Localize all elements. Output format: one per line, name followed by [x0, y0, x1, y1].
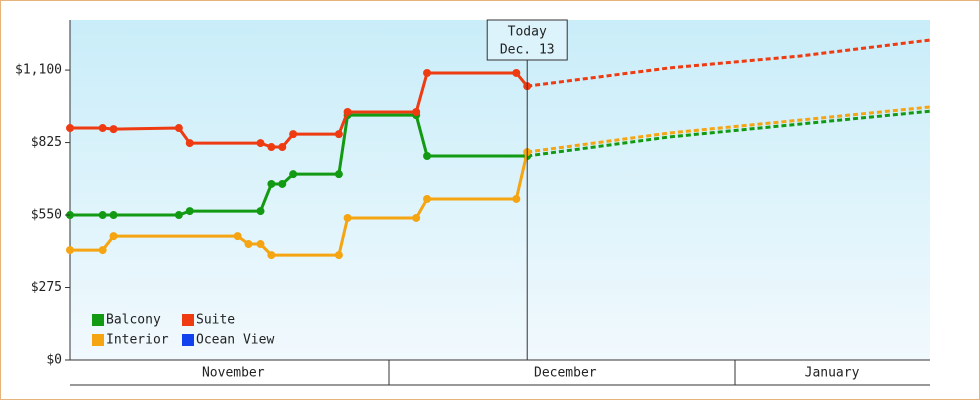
forecast-line	[527, 38, 931, 88]
point	[98, 246, 107, 255]
legend-label: Suite	[196, 313, 235, 328]
today-label: Today	[508, 25, 547, 40]
legend-swatch	[92, 334, 104, 346]
point	[267, 251, 276, 260]
point	[278, 179, 287, 188]
point	[66, 124, 74, 133]
point	[256, 240, 265, 249]
today-label: Dec. 13	[500, 43, 555, 58]
point	[278, 143, 287, 152]
point	[423, 194, 432, 203]
point	[233, 232, 242, 241]
today-box	[486, 19, 568, 61]
point	[423, 152, 432, 160]
x-tick-label: November	[202, 366, 265, 381]
point	[289, 130, 298, 139]
point	[343, 107, 352, 116]
plot	[66, 38, 931, 260]
point	[109, 211, 118, 220]
series-line	[70, 113, 528, 217]
plot-area	[70, 20, 930, 360]
y-tick-label: $0	[46, 353, 62, 368]
point	[334, 130, 343, 139]
point	[185, 207, 194, 216]
point	[66, 246, 74, 255]
point	[412, 107, 421, 116]
point	[244, 240, 253, 249]
point	[267, 179, 276, 188]
point	[423, 68, 432, 77]
legend-swatch	[92, 314, 104, 326]
legend-label: Interior	[106, 333, 169, 348]
legend-label: Ocean View	[196, 333, 274, 348]
forecast-line	[527, 105, 931, 154]
point	[98, 124, 107, 133]
point	[289, 170, 298, 179]
legend-label: Balcony	[106, 313, 161, 328]
forecast-line	[527, 109, 931, 158]
point	[185, 139, 194, 148]
y-tick-label: $1,100	[15, 63, 62, 78]
point	[98, 211, 107, 220]
y-tick-label: $275	[31, 280, 62, 295]
point	[512, 68, 521, 77]
legend-swatch	[182, 314, 194, 326]
point	[334, 170, 343, 179]
legend-swatch	[182, 334, 194, 346]
point	[343, 213, 352, 222]
point	[256, 207, 265, 216]
point	[512, 194, 521, 203]
point	[109, 232, 118, 241]
x-tick-label: December	[534, 366, 597, 381]
y-tick-label: $550	[31, 208, 62, 223]
x-tick-label: January	[805, 366, 860, 381]
point	[174, 124, 183, 133]
y-tick-label: $825	[31, 135, 62, 150]
point	[334, 251, 343, 260]
point	[256, 139, 265, 148]
point	[412, 213, 421, 222]
point	[109, 125, 118, 134]
point	[174, 211, 183, 220]
point	[267, 143, 276, 152]
